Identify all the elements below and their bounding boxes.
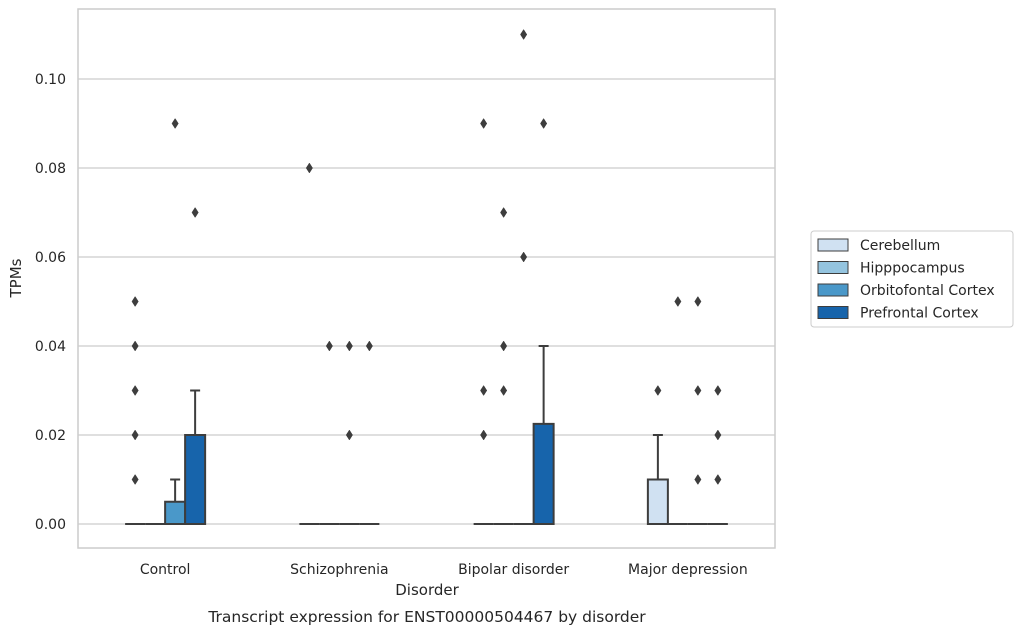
outlier-point bbox=[520, 251, 528, 263]
x-tick-label: Schizophrenia bbox=[290, 562, 388, 578]
box-0-3 bbox=[184, 207, 207, 525]
x-axis-label: Disorder bbox=[395, 581, 459, 599]
outlier-point bbox=[694, 296, 702, 307]
outlier-point bbox=[305, 162, 313, 174]
box-3-1 bbox=[667, 296, 688, 525]
outlier-point bbox=[520, 29, 528, 40]
outlier-point bbox=[345, 429, 353, 441]
outlier-point bbox=[325, 340, 333, 352]
outlier-point bbox=[694, 474, 702, 485]
outlier-point bbox=[131, 296, 139, 307]
y-tick-label: 0.10 bbox=[35, 72, 66, 88]
outlier-point bbox=[131, 429, 139, 441]
legend-swatch bbox=[817, 238, 849, 252]
outlier-point bbox=[500, 207, 508, 218]
plot-area: 0.00 0.02 0.04 0.06 0.08 0.10 Control Schizophr… bbox=[35, 8, 776, 578]
box-2-0 bbox=[473, 118, 494, 525]
outlier-point bbox=[171, 118, 179, 129]
outlier-point bbox=[131, 385, 139, 396]
outlier-point bbox=[131, 340, 139, 352]
y-tick-label: 0.02 bbox=[35, 428, 66, 444]
box-3-2 bbox=[687, 296, 708, 525]
box-2-3 bbox=[532, 118, 555, 525]
box-body bbox=[646, 478, 669, 525]
chart-caption: Transcript expression for ENST0000050446… bbox=[207, 608, 646, 626]
legend-frame bbox=[810, 230, 1014, 328]
box-1-2 bbox=[339, 340, 360, 525]
outlier-point bbox=[714, 474, 722, 485]
box-2-2 bbox=[513, 29, 534, 525]
y-tick-label: 0.00 bbox=[35, 517, 66, 533]
outlier-point bbox=[714, 385, 722, 396]
outlier-point bbox=[500, 385, 508, 396]
legend-swatch bbox=[817, 283, 849, 297]
x-tick-label: Control bbox=[140, 562, 191, 578]
box-3-3 bbox=[707, 385, 728, 525]
y-axis-label: TPMs bbox=[7, 258, 25, 298]
legend-swatch bbox=[817, 261, 849, 274]
box-1-1 bbox=[319, 340, 340, 525]
x-tick-label: Bipolar disorder bbox=[458, 562, 569, 578]
outlier-point bbox=[674, 296, 682, 307]
legend-label: Hipppocampus bbox=[860, 261, 965, 277]
legend-label: Cerebellum bbox=[860, 238, 940, 254]
box-body bbox=[164, 500, 187, 525]
outlier-point bbox=[365, 340, 373, 352]
box-body bbox=[532, 422, 555, 525]
outlier-point bbox=[131, 474, 139, 485]
outlier-point bbox=[345, 340, 353, 352]
box-0-2 bbox=[164, 118, 187, 525]
outlier-point bbox=[480, 118, 488, 129]
outlier-point bbox=[714, 429, 722, 441]
box-body bbox=[184, 434, 207, 525]
box-0-0 bbox=[125, 296, 146, 525]
outlier-point bbox=[480, 385, 488, 396]
legend-swatch bbox=[817, 306, 849, 319]
outlier-point bbox=[480, 429, 488, 441]
y-tick-label: 0.06 bbox=[35, 250, 66, 266]
legend-label: Orbitofontal Cortex bbox=[860, 283, 995, 299]
plot-frame bbox=[77, 8, 776, 549]
box-2-1 bbox=[493, 207, 514, 525]
y-tick-label: 0.08 bbox=[35, 161, 66, 177]
y-tick-label: 0.04 bbox=[35, 339, 66, 355]
outlier-point bbox=[694, 385, 702, 396]
box-1-0 bbox=[299, 162, 320, 525]
box-3-0 bbox=[646, 385, 669, 525]
legend: Cerebellum Hipppocampus Orbitofontal Corte… bbox=[810, 230, 1014, 328]
outlier-point bbox=[654, 385, 662, 396]
box-1-3 bbox=[359, 340, 380, 525]
x-tick-label: Major depression bbox=[628, 562, 748, 578]
outlier-point bbox=[191, 207, 199, 218]
legend-label: Prefrontal Cortex bbox=[860, 306, 979, 322]
outlier-point bbox=[540, 118, 548, 129]
outlier-point bbox=[500, 340, 508, 352]
